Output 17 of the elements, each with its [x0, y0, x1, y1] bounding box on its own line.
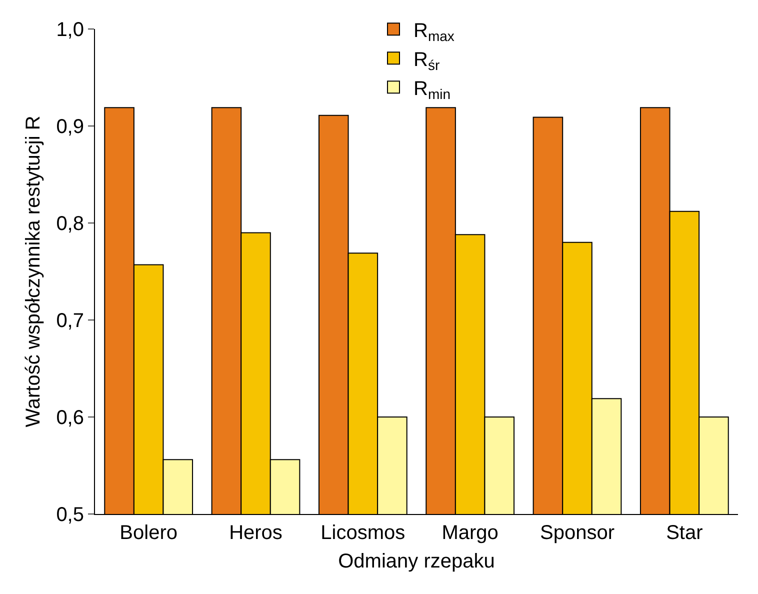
y-tick-label: 0,5: [56, 504, 84, 526]
y-tick-label: 1,0: [56, 19, 84, 41]
x-tick-label: Licosmos: [320, 522, 406, 544]
legend-label: R$_{śr}$: [414, 48, 440, 74]
x-tick-label: Bolero: [120, 522, 178, 544]
x-tick-label: Heros: [229, 522, 282, 544]
x-tick-label: Sponsor: [540, 522, 615, 544]
y-tick-label: 0,6: [56, 407, 84, 429]
y-tick-label: 0,7: [56, 310, 84, 332]
y-axis-title: Wartość współczynnika restytucji R: [22, 116, 45, 428]
y-tick-label: 0,9: [56, 116, 84, 138]
legend-label: R$_{max}$: [414, 20, 454, 44]
y-tick-label: 0,8: [56, 213, 84, 235]
x-tick-label: Star: [666, 522, 704, 544]
legend-label: R$_{min}$: [414, 78, 451, 102]
x-tick-label: Margo: [442, 522, 498, 544]
x-axis-title: Odmiany rzepaku: [338, 550, 495, 572]
